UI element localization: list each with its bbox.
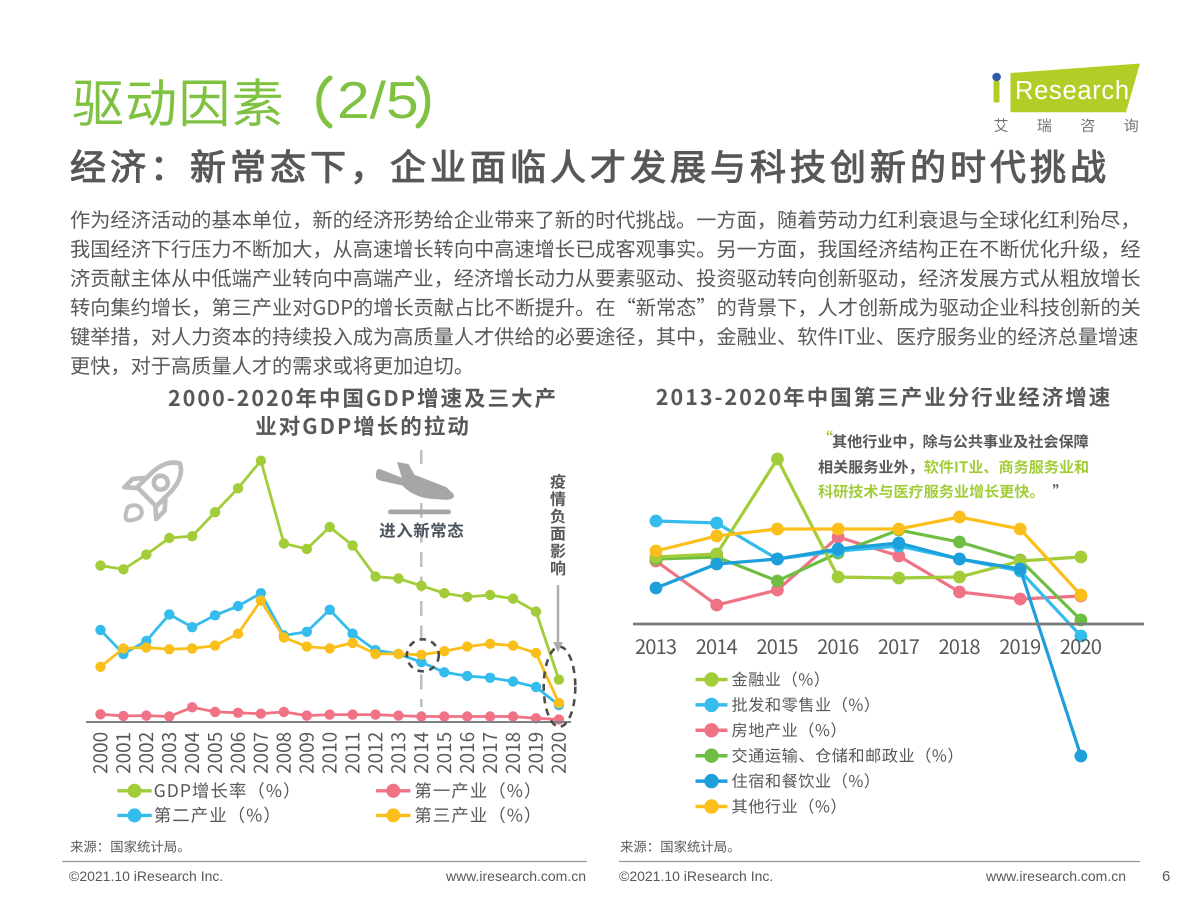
svg-text:©2021.10 iResearch Inc.: ©2021.10 iResearch Inc.: [619, 868, 773, 884]
svg-text:©2021.10 iResearch Inc.: ©2021.10 iResearch Inc.: [69, 868, 223, 884]
svg-text:6: 6: [1162, 868, 1170, 885]
svg-text:www.iresearch.com.cn: www.iresearch.com.cn: [985, 868, 1126, 884]
svg-text:www.iresearch.com.cn: www.iresearch.com.cn: [445, 868, 586, 884]
svg-text:2/5: 2/5: [337, 71, 419, 129]
svg-text:Research: Research: [1015, 77, 1130, 105]
